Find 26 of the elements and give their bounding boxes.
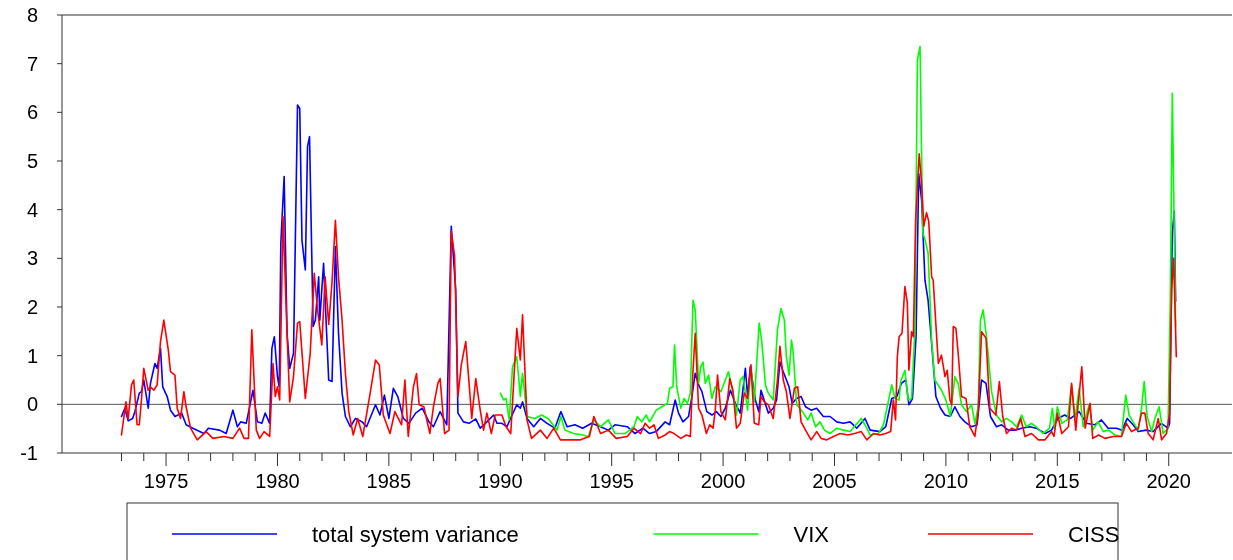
x-tick-label: 2010 xyxy=(923,470,969,492)
line-series xyxy=(120,152,1178,441)
legend-label: total system variance xyxy=(312,521,519,547)
y-tick-label: 0 xyxy=(26,393,38,416)
line-series xyxy=(120,104,1177,435)
line-series xyxy=(499,45,1177,438)
y-tick-label: 5 xyxy=(26,150,38,172)
x-tick-label: 1975 xyxy=(143,470,189,492)
x-tick-label: 1990 xyxy=(478,470,523,492)
y-tick-label: -1 xyxy=(20,442,38,464)
y-tick-label: 3 xyxy=(26,247,38,270)
x-tick-label: 2015 xyxy=(1035,470,1080,492)
x-tick-label: 1980 xyxy=(255,470,300,492)
y-tick-label: 7 xyxy=(26,52,38,75)
x-tick-label: 1995 xyxy=(589,470,634,492)
legend-label: VIX xyxy=(793,521,830,547)
x-tick-label: 1985 xyxy=(366,470,412,492)
y-tick-label: 1 xyxy=(26,344,38,367)
x-tick-label: 2005 xyxy=(812,470,857,492)
legend-label: CISS xyxy=(1068,521,1120,547)
x-tick-label: 2000 xyxy=(700,470,746,492)
x-tick-label: 2020 xyxy=(1146,470,1191,492)
y-tick-label: 6 xyxy=(26,101,38,124)
y-tick-label: 2 xyxy=(26,296,38,318)
y-tick-label: 8 xyxy=(26,4,38,26)
y-tick-label: 4 xyxy=(26,198,38,221)
